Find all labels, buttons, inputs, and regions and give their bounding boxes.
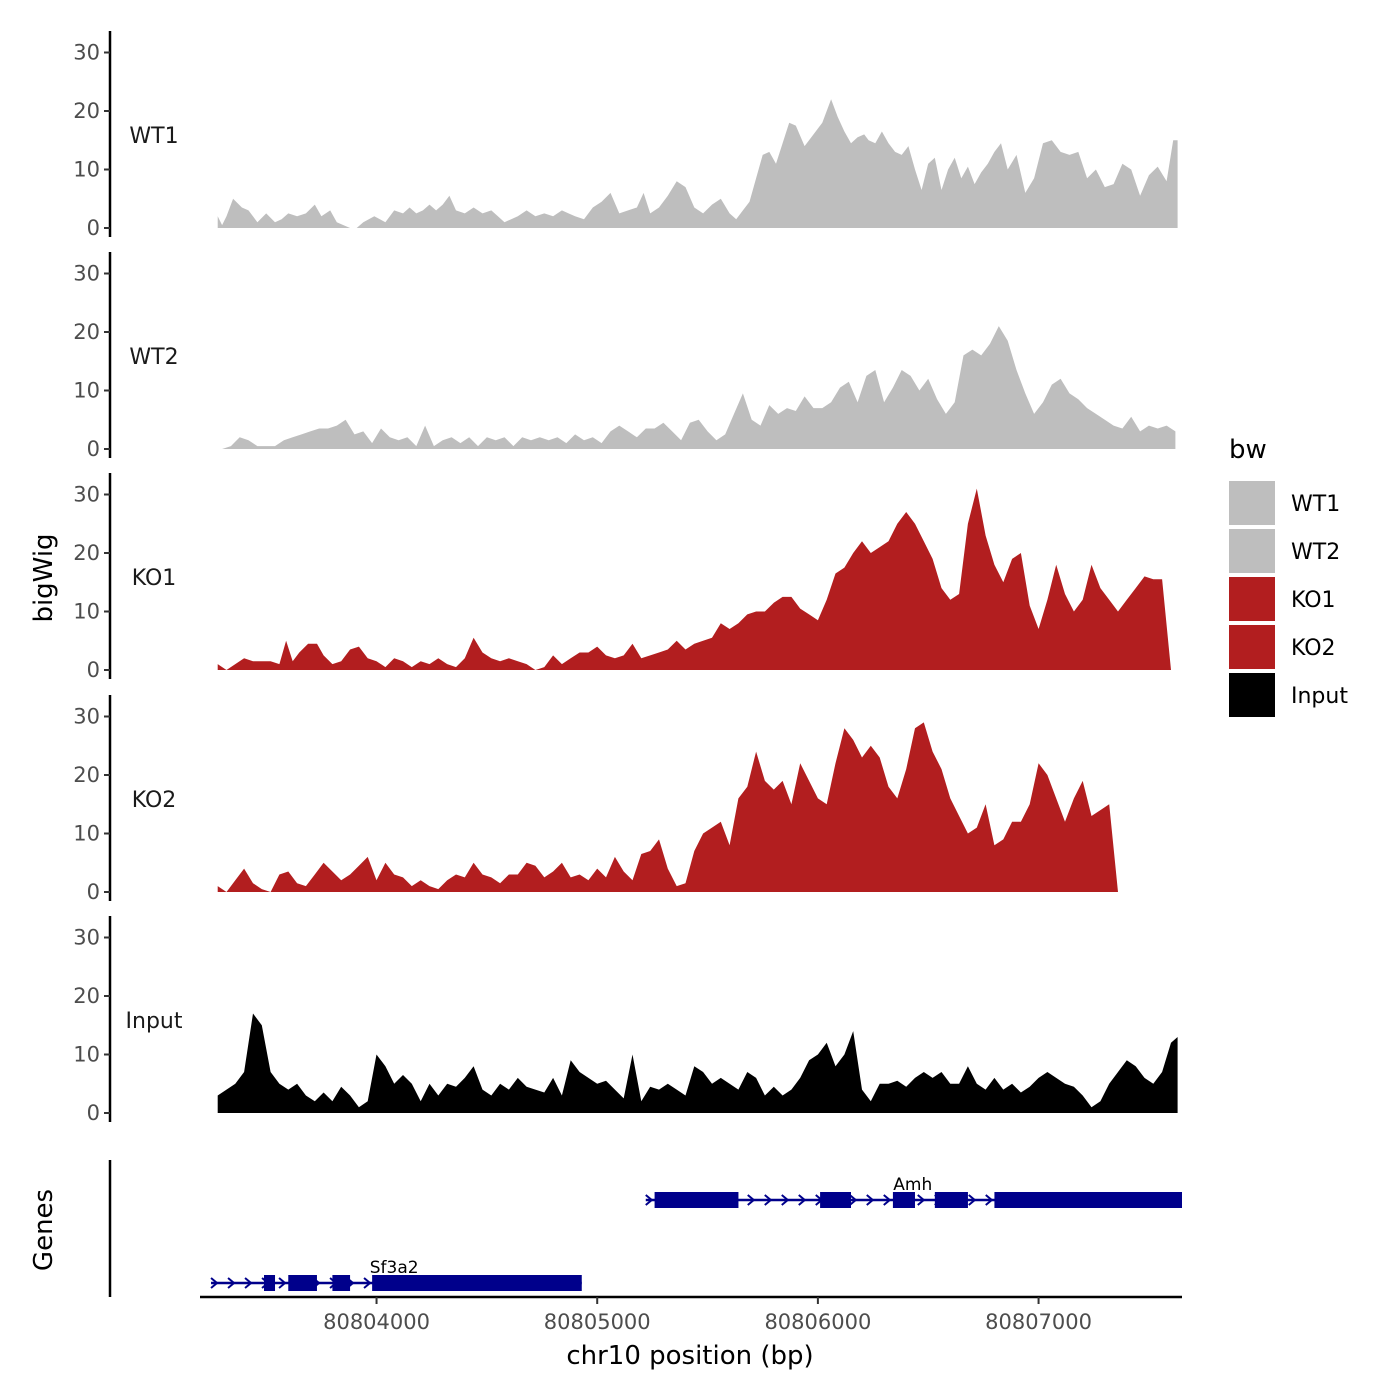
strand-arrow-icon: [244, 1277, 253, 1289]
strand-arrow-icon: [645, 1194, 654, 1206]
x-tick-label: 80807000: [985, 1310, 1092, 1334]
gene-label-sf3a2: Sf3a2: [370, 1258, 419, 1278]
strand-arrow-icon: [866, 1194, 875, 1206]
y-tick-label: 0: [87, 1101, 100, 1125]
legend-entry-wt2: WT2: [1229, 529, 1340, 573]
gene-exon: [994, 1192, 1182, 1208]
gene-label-amh: Amh: [893, 1175, 932, 1195]
signal-area-wt1: [217, 99, 1178, 228]
legend: bw WT1 WT2 KO1 KO2 Input: [1229, 435, 1348, 717]
y-tick-label: 30: [73, 483, 100, 507]
x-tick-label: 80806000: [764, 1310, 871, 1334]
legend-swatch: [1229, 481, 1275, 525]
track-wt1: 0 10 20 30 WT1: [73, 31, 1178, 240]
track-label-input: Input: [126, 1009, 183, 1034]
signal-area-ko1: [217, 488, 1178, 670]
x-tick-label: 80805000: [544, 1310, 651, 1334]
gene-exon: [654, 1192, 739, 1208]
strand-arrow-icon: [968, 1194, 977, 1206]
strand-arrow-icon: [917, 1194, 926, 1206]
strand-arrow-icon: [278, 1277, 287, 1289]
y-tick-label: 10: [73, 822, 100, 846]
gene-exon: [934, 1192, 968, 1208]
track-ko2: 0 10 20 30 KO2: [73, 695, 1176, 904]
genes-panel: Sf3a2 Amh: [108, 1160, 1182, 1297]
legend-entry-input: Input: [1229, 673, 1348, 717]
legend-entry-ko2: KO2: [1229, 625, 1336, 669]
strand-arrow-icon: [849, 1194, 858, 1206]
track-input: 0 10 20 30 Input: [73, 916, 1178, 1125]
y-axis-title: bigWig: [29, 533, 59, 622]
track-wt2: 0 10 20 30 WT2: [73, 252, 1176, 461]
y-tick-label: 10: [73, 158, 100, 182]
strand-arrow-icon: [363, 1277, 372, 1289]
track-label-ko1: KO1: [132, 566, 177, 591]
signal-area-input: [217, 1013, 1178, 1113]
signal-area-wt2: [213, 326, 1176, 449]
legend-label: Input: [1291, 684, 1348, 709]
gene-exon: [288, 1275, 317, 1291]
legend-swatch: [1229, 673, 1275, 717]
strand-arrow-icon: [210, 1277, 219, 1289]
gene-exon: [892, 1192, 915, 1208]
legend-label: KO1: [1291, 588, 1336, 613]
strand-arrow-icon: [764, 1194, 773, 1206]
x-axis: 80804000 80805000 80806000 80807000: [200, 1295, 1182, 1334]
legend-swatch: [1229, 625, 1275, 669]
gene-exon: [820, 1192, 851, 1208]
track-ko1: 0 10 20 30 KO1: [73, 473, 1178, 682]
strand-arrow-icon: [985, 1194, 994, 1206]
track-label-wt1: WT1: [129, 124, 178, 149]
signal-area-ko2: [217, 722, 1176, 892]
y-tick-label: 0: [87, 216, 100, 240]
strand-arrow-icon: [747, 1194, 756, 1206]
y-tick-label: 30: [73, 41, 100, 65]
strand-arrow-icon: [798, 1194, 807, 1206]
gene-amh: Amh: [645, 1175, 1182, 1208]
legend-label: WT1: [1291, 492, 1340, 517]
track-label-wt2: WT2: [129, 345, 178, 370]
gene-sf3a2: Sf3a2: [210, 1258, 582, 1291]
y-tick-label: 0: [87, 658, 100, 682]
y-tick-label: 0: [87, 437, 100, 461]
legend-label: KO2: [1291, 636, 1336, 661]
gene-exon: [372, 1275, 582, 1291]
legend-title: bw: [1229, 435, 1267, 465]
gene-exon: [263, 1275, 276, 1291]
legend-entry-wt1: WT1: [1229, 481, 1340, 525]
x-tick-label: 80804000: [323, 1310, 430, 1334]
legend-swatch: [1229, 577, 1275, 621]
strand-arrow-icon: [883, 1194, 892, 1206]
y-tick-label: 10: [73, 379, 100, 403]
x-axis-title: chr10 position (bp): [566, 1341, 813, 1371]
y-tick-label: 30: [73, 262, 100, 286]
legend-swatch: [1229, 529, 1275, 573]
y-tick-label: 20: [73, 763, 100, 787]
y-tick-label: 20: [73, 320, 100, 344]
y-tick-label: 0: [87, 880, 100, 904]
y-tick-label: 10: [73, 1043, 100, 1067]
strand-arrow-icon: [227, 1277, 236, 1289]
y-tick-label: 20: [73, 541, 100, 565]
legend-entry-ko1: KO1: [1229, 577, 1336, 621]
y-tick-label: 20: [73, 984, 100, 1008]
y-tick-label: 30: [73, 926, 100, 950]
track-label-ko2: KO2: [132, 788, 177, 813]
y-tick-label: 10: [73, 600, 100, 624]
genes-axis-title: Genes: [29, 1189, 59, 1271]
legend-label: WT2: [1291, 540, 1340, 565]
track-panels: 0 10 20 30 WT1 0 10 20 30 WT2 0 10 20 30 KO1 0 10 20 30 KO2…: [73, 31, 1178, 1125]
strand-arrow-icon: [781, 1194, 790, 1206]
gene-exon: [332, 1275, 351, 1291]
y-tick-label: 20: [73, 99, 100, 123]
y-tick-label: 30: [73, 705, 100, 729]
